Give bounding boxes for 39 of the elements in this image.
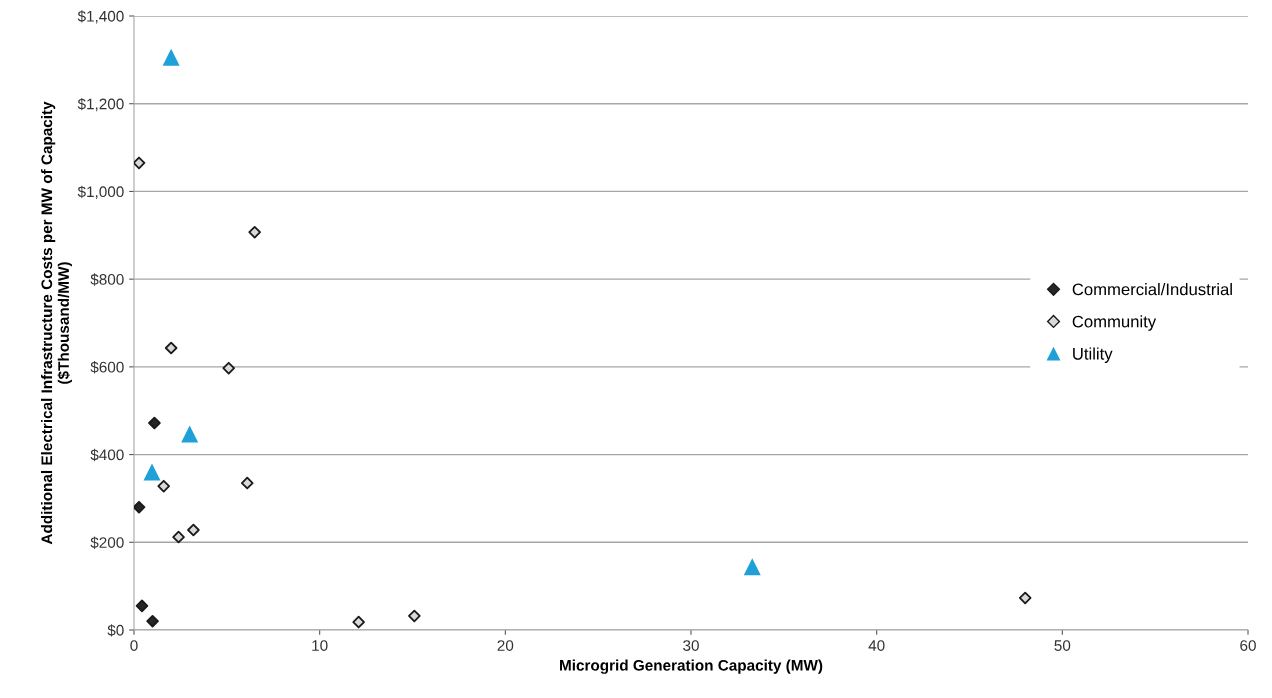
x-axis-title: Microgrid Generation Capacity (MW) [560, 659, 823, 674]
point [134, 500, 146, 514]
y-tick-label: $1,400 [77, 10, 124, 24]
point [172, 530, 185, 544]
point [240, 476, 254, 490]
y-tick-label: $200 [90, 536, 124, 549]
point [743, 558, 761, 576]
point [157, 479, 170, 493]
point [143, 463, 161, 481]
x-tick-label: 60 [1240, 640, 1256, 651]
point [162, 48, 180, 66]
y-tick-label: $0 [107, 624, 124, 637]
legend-label: Commercial/Industrial [1072, 283, 1232, 296]
point [1018, 591, 1032, 605]
x-tick-label: 30 [683, 640, 699, 651]
point [135, 599, 149, 613]
legend-label: Utility [1073, 347, 1113, 363]
y-tick-label: $600 [90, 361, 124, 374]
point [248, 225, 261, 239]
point [222, 361, 235, 375]
point [148, 416, 161, 430]
x-tick-label: 50 [1054, 640, 1071, 651]
point [134, 156, 146, 170]
x-tick-label: 40 [868, 640, 885, 651]
point [164, 341, 178, 355]
point [187, 523, 200, 537]
y-tick-label: $1,000 [77, 185, 124, 199]
y-tick-label: $800 [90, 273, 124, 286]
point [408, 609, 421, 623]
point [181, 425, 199, 443]
y-axis-title: Additional Electrical Infrastructure Costs per MW of Capacity ($Thousand/MW) [40, 101, 72, 545]
y-tick-label: $400 [90, 448, 124, 462]
x-tick-label: 10 [312, 640, 328, 651]
point [352, 615, 365, 629]
y-tick-label: $1,200 [77, 97, 124, 112]
x-tick-label: 20 [497, 640, 514, 651]
point [146, 614, 159, 628]
legend-label: Community [1072, 315, 1157, 331]
x-tick-label: 0 [130, 640, 138, 651]
